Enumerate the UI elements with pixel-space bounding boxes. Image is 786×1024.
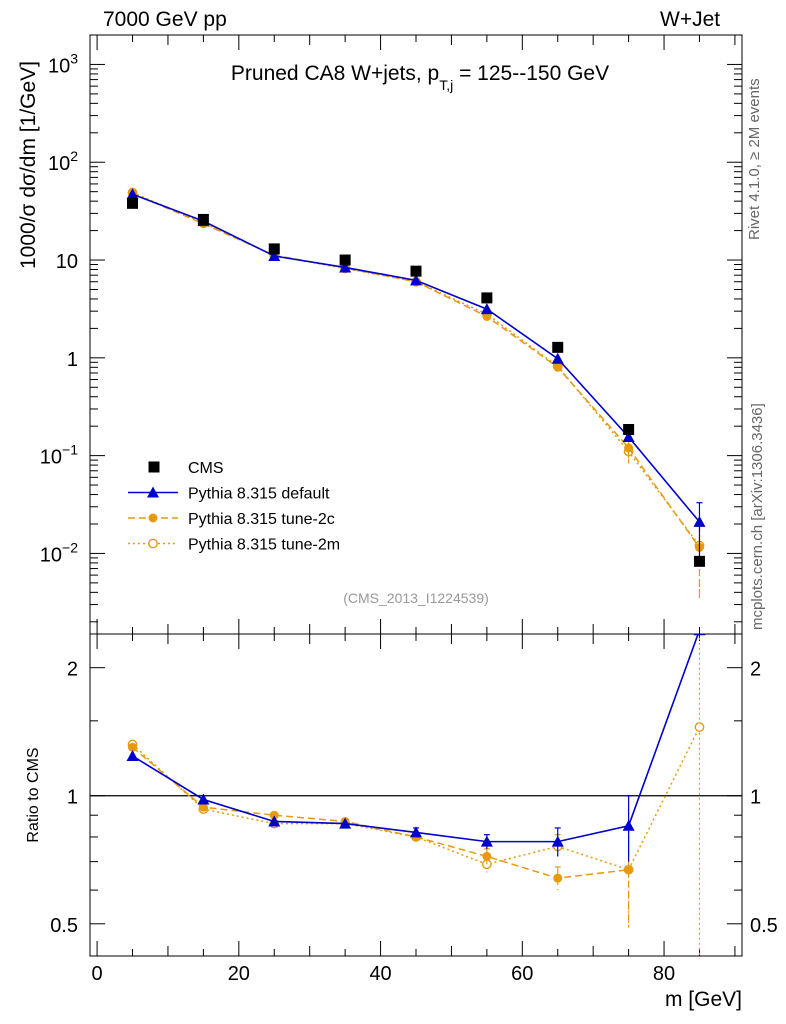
ratio-y-tick-label-left: 1 [67,787,78,809]
ratio-point-tune2c [128,742,138,752]
ratio-y-tick-label-left: 2 [67,659,78,681]
ratio-x-tick-label: 0 [92,963,103,985]
legend-marker-tune2c [148,513,158,523]
ratio-y-axis-label: Ratio to CMS [25,747,42,842]
header-left-label: 7000 GeV pp [103,8,227,31]
main-y-axis-label: 1000/σ dσ/dm [1/GeV] [17,61,40,269]
main-point-data [481,292,493,304]
legend-label: Pythia 8.315 tune-2c [188,511,335,528]
ratio-point-default [410,826,422,838]
main-point-default [410,274,422,286]
main-point-default [268,249,281,261]
ratio-point-tune2c [624,865,634,875]
x-axis-label: m [GeV] [665,988,742,1011]
legend-marker-default [147,486,159,498]
main-point-data [693,555,705,567]
ratio-point-tune2c [482,851,492,861]
main-point-default [480,303,493,315]
main-point-data [623,423,635,435]
ratio-point-tune2c [553,873,563,883]
ratio-point-tune2m [694,722,705,732]
ratio-y-tick-label-right: 0.5 [750,915,778,937]
ratio-y-tick-label-left: 0.5 [50,915,78,937]
ratio-x-tick-label: 60 [511,963,533,985]
main-y-tick-label: 1 [67,349,78,371]
ratio-point-default [480,835,493,847]
main-point-data [410,265,422,277]
ratio-line-default [132,634,699,843]
main-y-tick-label: 10−1 [40,442,78,469]
ratio-point-default [551,835,564,847]
main-y-tick-label: 102 [48,148,78,175]
main-point-default [126,188,139,200]
ratio-line-tune2c [132,746,629,879]
main-point-data [268,243,280,255]
main-point-default [551,352,564,364]
ratio-point-default [339,817,352,829]
legend: CMS Pythia 8.315 default Pythia 8.315 tune… [128,460,340,554]
main-point-default [693,515,706,527]
ratio-series-group [126,634,706,956]
main-point-default [339,261,352,273]
legend-marker-tune2m [148,538,158,549]
ratio-line-tune2m [132,726,701,871]
ratio-point-default [126,749,139,761]
ratio-point-default [197,793,210,805]
ratio-point-tune2c [269,810,279,820]
main-y-tick-label: 10−2 [40,539,78,566]
legend-label: CMS [188,460,224,477]
main-point-tune2c [624,443,634,453]
ratio-point-default [693,634,706,636]
main-point-default [622,431,635,443]
ratio-frame [89,633,743,957]
main-series-group [126,187,706,599]
ratio-x-tick-label: 40 [369,963,391,985]
main-y-tick-label: 10 [56,251,78,273]
legend-label: Pythia 8.315 tune-2m [188,537,340,554]
header-right-label: W+Jet [660,8,721,31]
main-point-data [197,213,209,225]
main-y-tick-label: 103 [48,50,78,77]
ratio-point-default [622,819,635,831]
main-title: Pruned CA8 W+jets, pT,j = 125--150 GeV [231,62,609,93]
ratio-point-tune2c [198,802,208,812]
ratio-y-tick-label-right: 2 [750,659,761,681]
legend-marker-cms [148,461,160,473]
main-point-tune2c [553,362,563,372]
ratio-point-default [268,815,281,827]
ratio-x-tick-label: 80 [653,963,675,985]
main-point-data [339,254,351,266]
main-point-data [127,197,139,209]
analysis-watermark: (CMS_2013_I1224539) [343,590,489,606]
main-point-tune2c [482,311,492,321]
main-point-data [552,341,564,353]
ratio-y-tick-label-right: 1 [750,787,761,809]
ratio-x-tick-label: 20 [228,963,250,985]
legend-label: Pythia 8.315 default [188,486,330,503]
